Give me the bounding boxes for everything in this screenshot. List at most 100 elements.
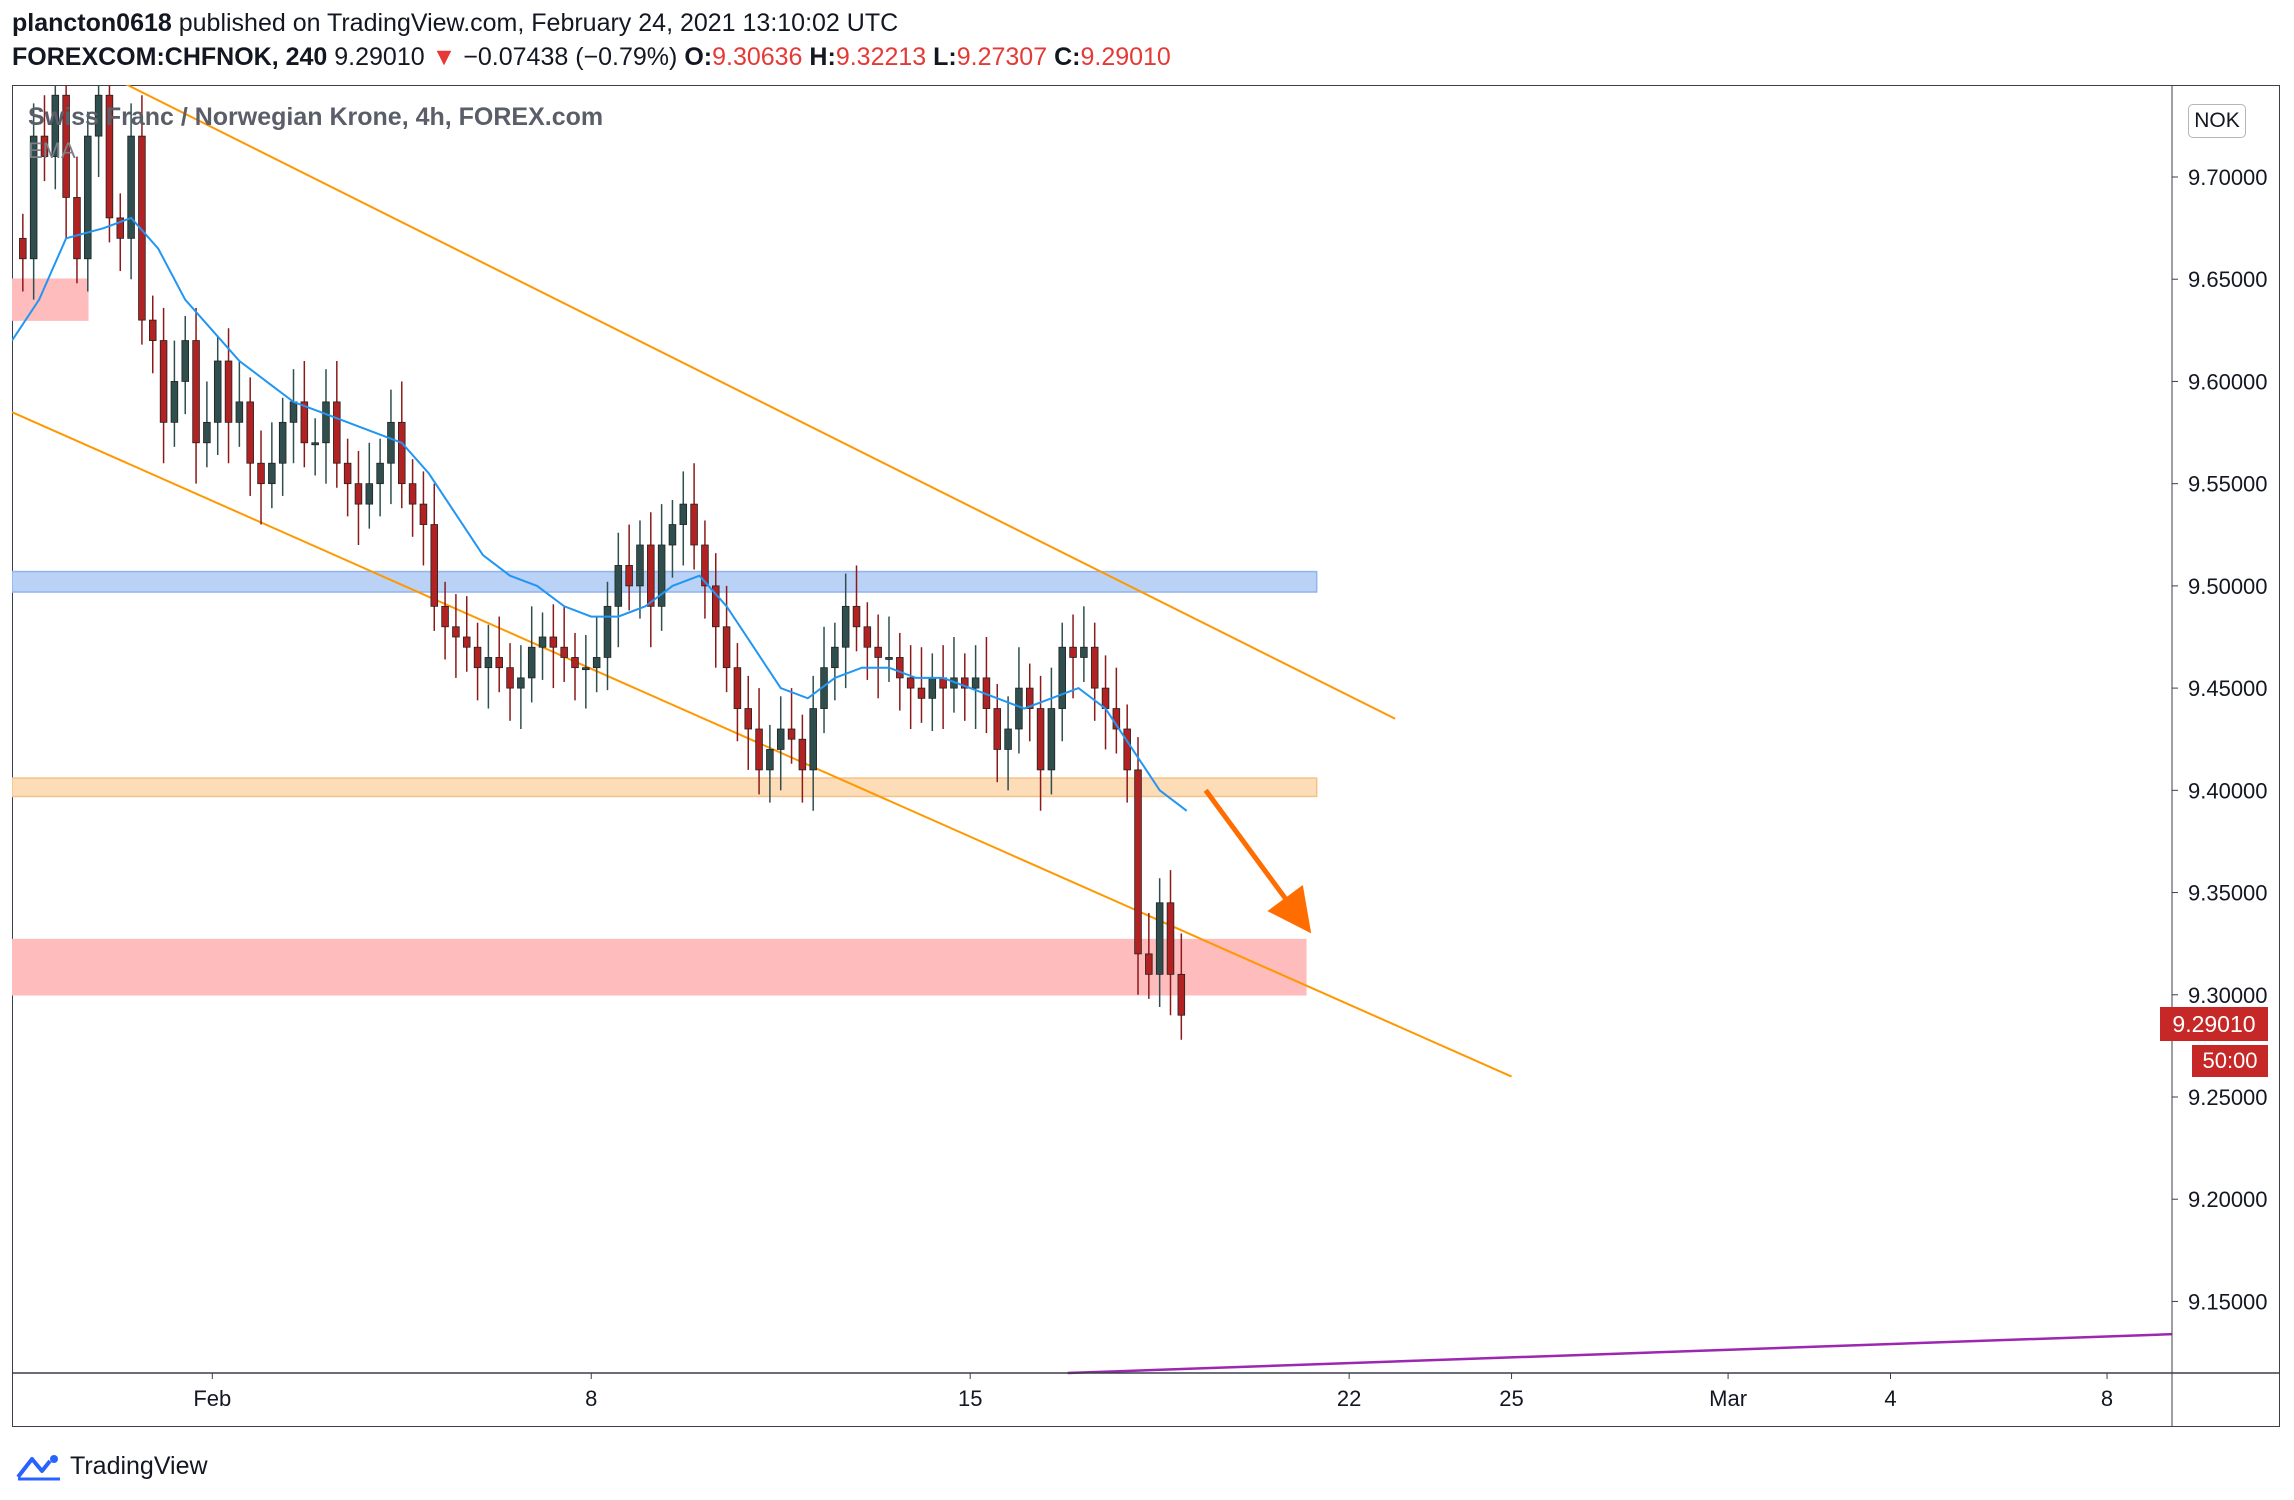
- candle: [625, 565, 633, 587]
- candle: [40, 135, 49, 157]
- footer-brand[interactable]: TradingView: [16, 1448, 208, 1484]
- candle: [170, 381, 179, 423]
- price-tick-label: 9.25000: [2188, 1085, 2268, 1110]
- ema-legend-label: EMA: [28, 138, 76, 163]
- published-text: published on TradingView.com, February 2…: [178, 9, 899, 37]
- candle: [722, 626, 731, 669]
- candle: [1166, 902, 1175, 975]
- candle: [73, 197, 81, 260]
- candle: [527, 646, 536, 679]
- candle: [1177, 973, 1186, 1016]
- close-label: C:: [1054, 43, 1081, 71]
- candle: [885, 657, 893, 660]
- candle: [19, 237, 27, 260]
- candle: [1069, 646, 1077, 658]
- candle: [592, 657, 601, 669]
- candle: [657, 544, 666, 607]
- bearish-target-arrow: [1203, 788, 1312, 934]
- candle: [766, 749, 774, 771]
- candle: [538, 636, 547, 648]
- candle: [148, 319, 157, 341]
- candle: [138, 135, 146, 321]
- price-tick-label: 9.70000: [2188, 165, 2268, 190]
- candle: [181, 340, 189, 382]
- support-zone: [12, 777, 1318, 798]
- candle: [896, 657, 904, 679]
- symbol-info: FOREXCOM:CHFNOK, 240 9.29010 ▼ −0.07438 …: [12, 40, 1171, 74]
- candle: [917, 687, 926, 699]
- down-arrow-icon: ▼: [431, 43, 457, 71]
- channel-upper-line: [125, 85, 1396, 720]
- candle: [1090, 646, 1099, 689]
- candle: [343, 462, 352, 485]
- footer-brand-text: TradingView: [70, 1451, 208, 1480]
- candle: [452, 626, 460, 638]
- high-value: 9.32213: [835, 43, 927, 71]
- price-tick-label: 9.60000: [2188, 369, 2268, 394]
- low-value: 9.27307: [956, 43, 1048, 71]
- candle: [398, 421, 406, 485]
- candle: [690, 503, 698, 546]
- candle: [1101, 687, 1110, 709]
- candle: [257, 462, 265, 485]
- candle: [506, 667, 514, 689]
- candle: [235, 401, 244, 423]
- candle: [365, 483, 374, 505]
- candle: [776, 728, 785, 750]
- time-tick-label: 15: [958, 1386, 982, 1411]
- candle: [354, 483, 363, 505]
- current-price-tag: 9.29010: [2160, 1007, 2268, 1041]
- candle: [1058, 646, 1066, 709]
- candle: [1004, 728, 1012, 750]
- time-tick-label: 22: [1337, 1386, 1361, 1411]
- tradingview-logo-icon: [16, 1455, 60, 1481]
- open-label: O:: [684, 43, 713, 71]
- candle: [462, 636, 471, 648]
- purple-trend-line: [1067, 1332, 2173, 1375]
- candle: [549, 636, 558, 648]
- price-tick-label: 9.15000: [2188, 1289, 2268, 1314]
- ema-line: [12, 216, 1188, 812]
- currency-badge[interactable]: NOK: [2188, 104, 2246, 138]
- candle: [441, 605, 449, 628]
- candle: [300, 401, 309, 444]
- candle: [744, 708, 752, 730]
- candle: [733, 667, 742, 709]
- candle: [127, 135, 135, 239]
- candle: [928, 677, 937, 699]
- candle: [1145, 953, 1153, 975]
- candle: [213, 360, 222, 423]
- price-chart[interactable]: 9.15000 9.20000 9.25000 9.30000 9.35000 9.400…: [12, 85, 2280, 1427]
- candle: [51, 94, 60, 157]
- candle: [831, 646, 839, 669]
- chart-frame[interactable]: [12, 85, 2280, 1427]
- candle: [224, 360, 233, 423]
- candle: [701, 544, 709, 587]
- candle: [94, 94, 103, 137]
- candle: [105, 94, 114, 219]
- close-value: 9.29010: [1080, 43, 1171, 71]
- price-tick-label: 9.30000: [2188, 983, 2268, 1008]
- candle: [203, 421, 211, 444]
- price-tick-label: 9.45000: [2188, 676, 2268, 701]
- price-tick-label: 9.55000: [2188, 472, 2268, 497]
- candle: [712, 585, 720, 628]
- candle: [1134, 769, 1142, 955]
- author-name[interactable]: plancton0618: [12, 9, 172, 37]
- candle: [647, 544, 655, 607]
- candle: [62, 94, 70, 198]
- candle: [84, 135, 92, 260]
- candle: [603, 605, 612, 658]
- prior-zone: [12, 278, 89, 321]
- candle: [852, 605, 861, 628]
- candle: [679, 503, 688, 525]
- price-tick-label: 9.35000: [2188, 881, 2268, 906]
- open-value: 9.30636: [712, 43, 803, 71]
- candle: [289, 401, 298, 423]
- candle: [116, 217, 125, 239]
- time-tick-label: 8: [585, 1386, 597, 1411]
- change-value: −0.07438 (−0.79%): [463, 43, 678, 71]
- candle: [322, 401, 330, 444]
- candle: [841, 605, 850, 648]
- candle: [495, 657, 503, 669]
